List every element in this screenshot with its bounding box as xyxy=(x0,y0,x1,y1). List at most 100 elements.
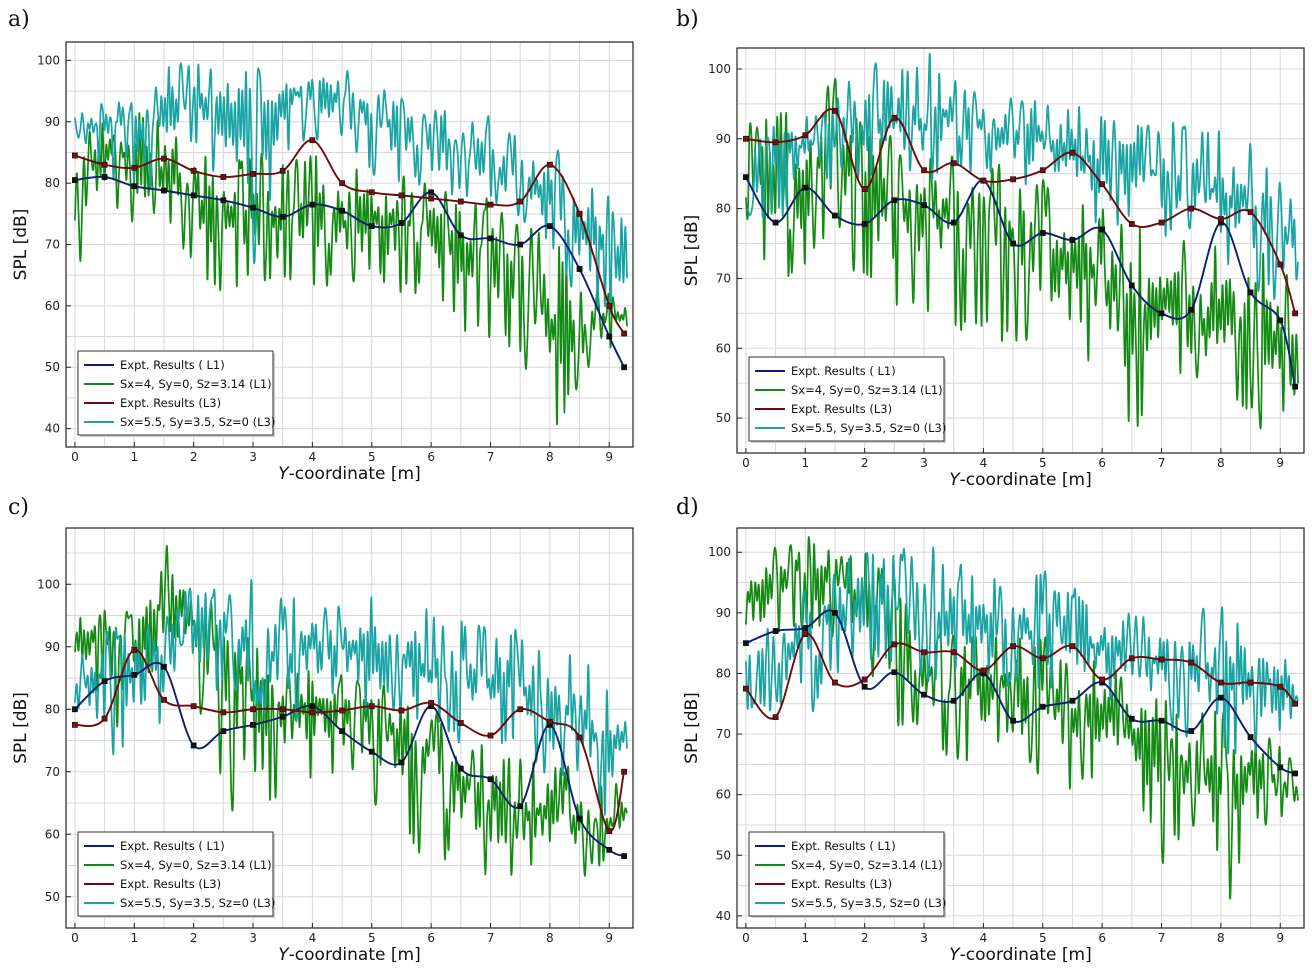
data-point-0 xyxy=(1247,289,1254,296)
data-point-2 xyxy=(428,700,435,706)
data-point-2 xyxy=(517,198,524,205)
data-point-2 xyxy=(428,195,435,202)
panel-label: c) xyxy=(8,495,29,520)
y-tick-label: 80 xyxy=(45,702,60,716)
y-tick-label: 70 xyxy=(716,727,731,741)
x-tick-label: 7 xyxy=(1158,456,1166,470)
data-point-2 xyxy=(832,679,838,686)
data-point-2 xyxy=(1158,219,1165,226)
y-tick-label: 50 xyxy=(45,890,60,904)
data-point-0 xyxy=(861,221,868,227)
y-axis-title: SPL [dB] xyxy=(682,692,702,764)
data-point-0 xyxy=(487,235,494,242)
data-point-0 xyxy=(131,671,138,678)
data-point-0 xyxy=(398,220,405,226)
data-point-2 xyxy=(279,167,286,174)
y-tick-label: 60 xyxy=(716,341,731,355)
plot-frame xyxy=(736,527,1305,929)
y-tick-label: 40 xyxy=(45,422,60,436)
data-point-2 xyxy=(161,696,167,703)
data-point-2 xyxy=(1158,656,1165,663)
data-point-0 xyxy=(891,197,898,204)
data-point-0 xyxy=(161,663,167,670)
data-point-2 xyxy=(1069,149,1076,156)
x-tick-label: 1 xyxy=(801,456,809,470)
x-tick-label: 3 xyxy=(249,931,257,945)
data-point-2 xyxy=(161,155,167,162)
data-point-2 xyxy=(220,709,227,716)
y-axis-title: SPL [dB] xyxy=(682,215,702,287)
data-point-0 xyxy=(743,174,749,181)
data-point-2 xyxy=(802,132,809,139)
data-point-2 xyxy=(1099,181,1106,188)
legend-entry: Expt. Results (L3) xyxy=(120,877,221,891)
x-tick-label: 7 xyxy=(1158,931,1166,945)
legend: Expt. Results ( L1) Sx=4, Sy=0, Sz=3.14 (… xyxy=(748,356,946,443)
x-tick-label: 0 xyxy=(71,450,79,464)
data-point-0 xyxy=(1247,734,1254,740)
data-point-2 xyxy=(861,676,868,683)
data-point-2 xyxy=(950,160,957,167)
x-tick-label: 0 xyxy=(742,931,750,945)
data-point-0 xyxy=(279,213,286,220)
legend: Expt. Results ( L1) Sx=4, Sy=0, Sz=3.14 (… xyxy=(77,831,275,918)
y-tick-label: 100 xyxy=(37,53,60,67)
x-tick-label: 5 xyxy=(1039,456,1047,470)
x-tick-label: 8 xyxy=(546,450,554,464)
data-point-0 xyxy=(546,223,553,229)
y-tick-label: 70 xyxy=(716,271,731,285)
data-point-2 xyxy=(101,715,108,722)
data-point-0 xyxy=(250,204,256,211)
x-tick-label: 4 xyxy=(980,931,988,945)
data-point-2 xyxy=(743,135,749,142)
x-tick-label: 8 xyxy=(546,931,554,945)
series-line-3 xyxy=(745,546,1299,755)
y-tick-label: 50 xyxy=(716,411,731,425)
data-point-2 xyxy=(980,177,987,184)
legend-entry: Expt. Results ( L1) xyxy=(791,364,896,378)
data-point-2 xyxy=(921,167,927,174)
data-point-0 xyxy=(161,187,167,194)
y-tick-label: 50 xyxy=(716,848,731,862)
data-point-0 xyxy=(576,266,583,272)
panel-label: d) xyxy=(676,495,699,520)
data-point-0 xyxy=(457,765,464,772)
series-line-1 xyxy=(745,77,1299,430)
x-tick-label: 1 xyxy=(801,931,809,945)
data-point-0 xyxy=(517,803,524,810)
chart-panel-1: b) 0 1 2 3 4 5 6 7 8 9 50 60 70 80 90 100 Y-coordinate [m… xyxy=(676,7,1305,490)
data-point-0 xyxy=(1039,703,1046,710)
y-tick-label: 100 xyxy=(708,62,731,76)
x-tick-label: 0 xyxy=(742,456,750,470)
data-point-2 xyxy=(457,198,464,205)
y-tick-label: 80 xyxy=(716,666,731,680)
y-tick-label: 90 xyxy=(45,640,60,654)
data-point-2 xyxy=(1010,176,1016,183)
data-point-0 xyxy=(576,815,583,822)
data-point-0 xyxy=(1010,240,1016,247)
series-line-2 xyxy=(745,108,1296,314)
x-axis-title: Y-coordinate [m] xyxy=(949,470,1091,490)
x-tick-label: 6 xyxy=(427,450,435,464)
y-tick-label: 100 xyxy=(37,577,60,591)
panel-label: b) xyxy=(676,7,699,32)
series-line-3 xyxy=(745,52,1299,301)
legend-entry: Sx=4, Sy=0, Sz=3.14 (L1) xyxy=(120,858,272,872)
legend-entry: Sx=4, Sy=0, Sz=3.14 (L1) xyxy=(791,858,943,872)
x-tick-label: 3 xyxy=(920,931,928,945)
data-point-2 xyxy=(1247,679,1254,686)
data-point-2 xyxy=(250,171,256,177)
data-point-2 xyxy=(606,828,613,835)
data-point-0 xyxy=(832,212,838,219)
data-point-2 xyxy=(546,718,553,725)
plot-frame xyxy=(65,527,634,929)
series-line-1 xyxy=(74,112,628,425)
data-point-0 xyxy=(190,742,197,749)
data-point-2 xyxy=(1277,261,1284,268)
data-point-0 xyxy=(368,223,375,229)
legend-entry: Expt. Results (L3) xyxy=(791,402,892,416)
x-tick-label: 1 xyxy=(130,450,138,464)
data-point-0 xyxy=(621,364,627,371)
legend-entry: Expt. Results (L3) xyxy=(120,396,221,410)
